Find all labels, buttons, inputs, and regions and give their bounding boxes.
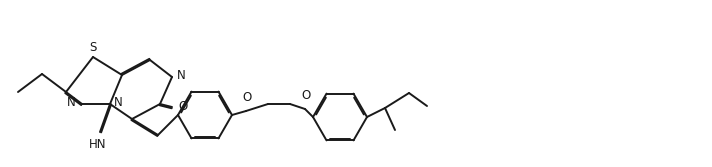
Text: O: O	[242, 91, 251, 104]
Text: N: N	[67, 97, 76, 110]
Text: HN: HN	[89, 138, 107, 151]
Text: O: O	[178, 101, 187, 114]
Text: N: N	[114, 97, 122, 110]
Text: S: S	[89, 41, 97, 54]
Text: O: O	[301, 89, 310, 102]
Text: N: N	[177, 69, 186, 82]
